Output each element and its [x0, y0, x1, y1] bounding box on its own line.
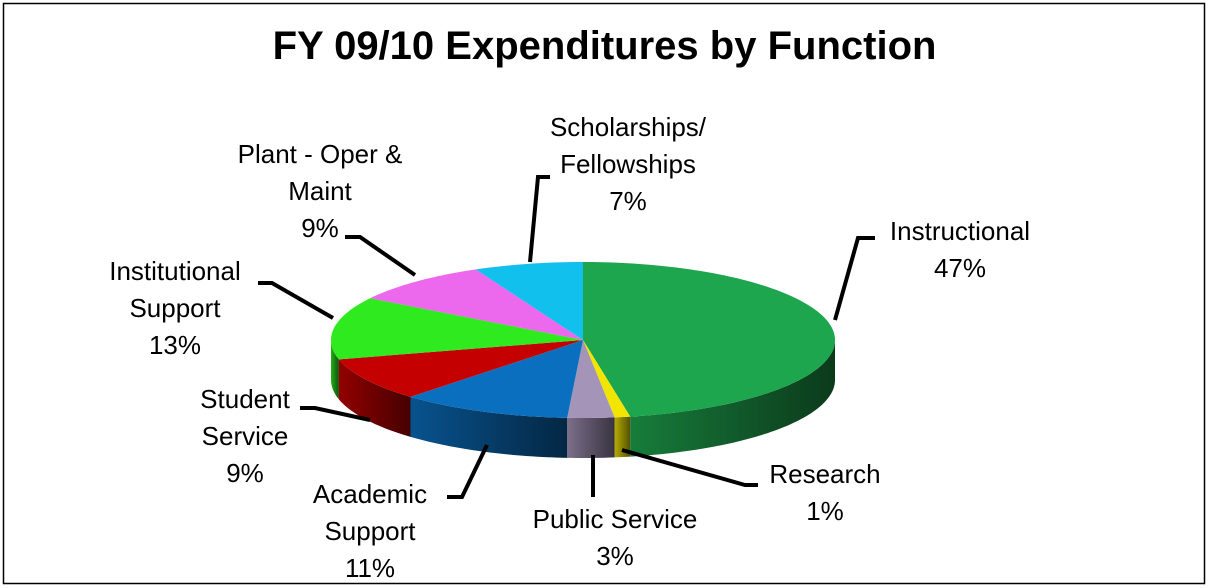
- slice-side: [331, 340, 339, 400]
- chart-title: FY 09/10 Expenditures by Function: [272, 24, 937, 68]
- slice-label: Instructional 47%: [860, 213, 1060, 287]
- slice-label: Research 1%: [745, 456, 905, 530]
- value-label: 13%: [148, 330, 202, 360]
- leader-line: [528, 175, 550, 263]
- leader-line: [300, 406, 371, 422]
- slice: [338, 340, 583, 397]
- slice-label: Scholarships/ Fellowships 7%: [533, 109, 723, 220]
- category-label: Academic Support: [312, 479, 428, 546]
- slice-side: [410, 396, 568, 458]
- value-label: 11%: [344, 553, 396, 583]
- category-label: Instructional: [889, 216, 1031, 246]
- slice-label: Public Service 3%: [495, 501, 735, 575]
- category-label: Scholarships/ Fellowships: [549, 112, 707, 179]
- leader-line: [345, 235, 417, 277]
- slice-label: Plant - Oper & Maint 9%: [210, 136, 430, 247]
- value-label: 3%: [596, 541, 634, 571]
- slice-side: [630, 340, 835, 457]
- slice: [583, 340, 631, 418]
- slice-label: Institutional Support 13%: [85, 253, 265, 364]
- slice: [370, 269, 583, 340]
- value-label: 9%: [301, 213, 339, 243]
- value-label: 7%: [609, 186, 647, 216]
- value-label: 47%: [933, 253, 987, 283]
- slice: [331, 298, 583, 360]
- category-label: Student Service: [200, 384, 290, 451]
- category-label: Public Service: [532, 504, 698, 534]
- leader-line: [258, 281, 334, 320]
- slice-label: Academic Support 11%: [285, 476, 455, 587]
- slice: [410, 340, 583, 418]
- leader-line: [621, 448, 758, 487]
- leader-line: [833, 236, 875, 321]
- slice-side: [567, 417, 615, 458]
- category-label: Institutional Support: [109, 256, 241, 323]
- value-label: 1%: [806, 496, 844, 526]
- slice: [567, 340, 615, 418]
- slice: [583, 262, 835, 417]
- category-label: Research: [769, 459, 881, 489]
- slice: [475, 262, 583, 340]
- slice-label: Student Service 9%: [170, 381, 320, 492]
- value-label: 9%: [226, 458, 264, 488]
- category-label: Plant - Oper & Maint: [237, 139, 403, 206]
- slice-side: [614, 416, 631, 458]
- slice-side: [338, 359, 411, 437]
- leader-line: [447, 444, 489, 499]
